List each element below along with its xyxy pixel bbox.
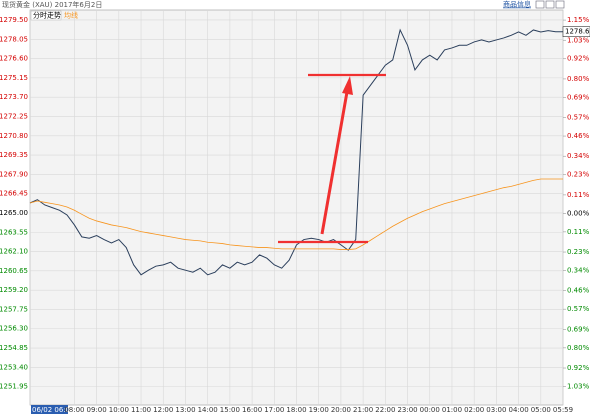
- x-tick-label: 18:00: [286, 406, 306, 414]
- y2-tick-label: 0.46%: [567, 287, 590, 295]
- y2-tick-label: 0.92%: [567, 364, 590, 372]
- y-tick-label: 1260.65: [0, 267, 28, 275]
- x-tick-label: 02:00: [464, 406, 484, 414]
- annotation: [278, 73, 386, 244]
- x-tick-label: 09:00: [87, 406, 107, 414]
- y2-tick-label: 1.03%: [567, 383, 590, 391]
- y-tick-label: 1253.40: [0, 363, 28, 371]
- icon-button[interactable]: [535, 0, 545, 9]
- y-tick-label: 1276.60: [0, 55, 28, 63]
- x-tick-label: 05:59: [553, 406, 573, 414]
- info-link[interactable]: 商品信息: [503, 0, 531, 9]
- y2-tick-label: 1.15%: [567, 16, 590, 24]
- y-tick-label: 1259.20: [0, 286, 28, 294]
- x-tick-label: 05:00: [531, 406, 551, 414]
- x-tick-label: 21:00: [353, 406, 373, 414]
- x-tick-label: 20:00: [331, 406, 351, 414]
- x-tick-label: 14:00: [198, 406, 218, 414]
- x-tick-label: 01:00: [442, 406, 462, 414]
- y-tick-label: 1251.95: [0, 383, 28, 391]
- y-tick-label: 1279.50: [0, 16, 28, 24]
- y2-tick-label: 0.92%: [567, 55, 590, 63]
- y-tick-label: 1262.10: [0, 248, 28, 256]
- y-tick-label: 1270.80: [0, 132, 28, 140]
- y-tick-label: 1256.30: [0, 325, 28, 333]
- y-tick-label: 1269.35: [0, 151, 28, 159]
- y2-tick-label: 0.57%: [567, 114, 590, 122]
- y2-tick-label: 0.34%: [567, 152, 590, 160]
- grid: [29, 10, 564, 405]
- x-tick-label: 00:00: [420, 406, 440, 414]
- y-tick-label: 1273.70: [0, 93, 28, 101]
- series-line: [29, 28, 563, 276]
- x-tick-label: 17:00: [264, 406, 284, 414]
- legend-average: 均线: [64, 11, 78, 20]
- y-tick-label: 1257.75: [0, 305, 28, 313]
- lines: [29, 28, 563, 276]
- x-cursor-box: [31, 405, 68, 414]
- x-tick-label: 13:00: [175, 406, 195, 414]
- icon-button[interactable]: [545, 0, 555, 9]
- y-tick-label: 1275.15: [0, 74, 28, 82]
- series-line: [29, 178, 563, 250]
- y-tick-label: 1263.55: [0, 228, 28, 236]
- y2-tick-label: 0.80%: [567, 75, 590, 83]
- y2-tick-label: 1.03%: [567, 36, 590, 44]
- x-tick-label: 12:00: [153, 406, 173, 414]
- y2-tick-label: 0.00%: [567, 209, 590, 217]
- x-tick-label: 08:00: [64, 406, 84, 414]
- x-tick-label: 22:00: [375, 406, 395, 414]
- legend-price: 分时走势: [33, 11, 61, 20]
- icon-button[interactable]: [555, 0, 565, 9]
- y2-tick-label: 0.11%: [567, 191, 590, 199]
- y2-tick-label: 0.23%: [567, 171, 590, 179]
- y2-tick-label: 0.11%: [567, 228, 590, 236]
- last-price: 1278.62: [565, 28, 590, 36]
- x-tick-label: 06/02 06:00: [32, 406, 75, 414]
- chart-title: 现货黄金 (XAU) 2017年6月2日: [2, 0, 102, 9]
- annotation-arrow: [320, 91, 349, 235]
- arrow-head: [342, 76, 353, 95]
- y-tick-label: 1267.90: [0, 170, 28, 178]
- x-tick-label: 15:00: [220, 406, 240, 414]
- y-tick-label: 1266.45: [0, 190, 28, 198]
- y2-tick-label: 0.57%: [567, 305, 590, 313]
- y2-tick-label: 0.23%: [567, 248, 590, 256]
- y-tick-label: 1272.25: [0, 112, 28, 120]
- x-tick-label: 23:00: [397, 406, 417, 414]
- x-tick-label: 11:00: [131, 406, 151, 414]
- x-tick-label: 10:00: [109, 406, 129, 414]
- y2-tick-label: 0.69%: [567, 325, 590, 333]
- y2-tick-label: 0.69%: [567, 93, 590, 101]
- y-tick-label: 1278.05: [0, 35, 28, 43]
- y-tick-label: 1265.00: [0, 209, 28, 217]
- last-price-box: [562, 26, 590, 37]
- x-tick-label: 19:00: [309, 406, 329, 414]
- y2-tick-label: 0.34%: [567, 267, 590, 275]
- y2-tick-label: 0.46%: [567, 132, 590, 140]
- x-tick-label: 03:00: [486, 406, 506, 414]
- y-tick-label: 1254.85: [0, 344, 28, 352]
- x-tick-label: 16:00: [242, 406, 262, 414]
- y2-tick-label: 0.80%: [567, 344, 590, 352]
- x-tick-label: 04:00: [508, 406, 528, 414]
